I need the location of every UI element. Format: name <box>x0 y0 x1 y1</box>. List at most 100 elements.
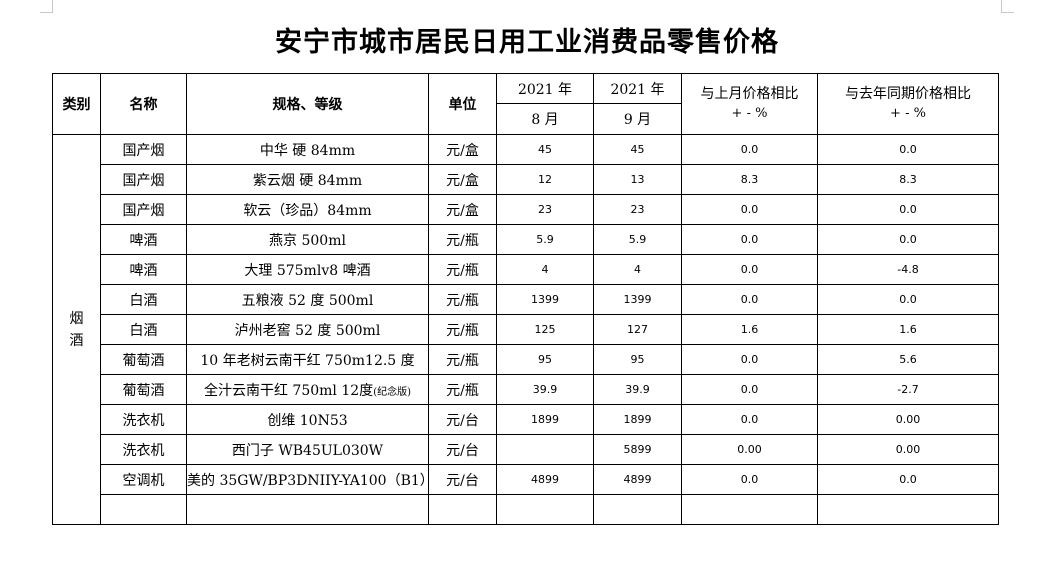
category-char-1: 烟 <box>69 310 84 327</box>
cell-aug-price: 1899 <box>496 404 594 435</box>
cell-unit: 元/台 <box>428 404 497 435</box>
cell-yoy-change: 5.6 <box>817 344 999 375</box>
cell-aug-price: 1399 <box>496 284 594 315</box>
cell-aug-price: 95 <box>496 344 594 375</box>
header-month-sep: 9 月 <box>593 103 682 135</box>
cell-yoy-change: 0.0 <box>817 134 999 165</box>
header-name: 名称 <box>100 73 187 135</box>
cell-blank <box>817 494 999 525</box>
table-row: 白酒 五粮液 52 度 500ml 元/瓶 1399 1399 0.0 0.0 <box>53 284 999 315</box>
cell-blank <box>496 494 594 525</box>
header-month-aug: 8 月 <box>496 103 594 135</box>
cell-spec: 10 年老树云南干红 750m12.5 度 <box>186 344 429 375</box>
cell-unit: 元/盒 <box>428 194 497 225</box>
cell-mom-change: 0.0 <box>681 194 818 225</box>
header-category: 类别 <box>52 73 101 135</box>
cell-mom-change: 0.0 <box>681 374 818 405</box>
cell-name: 啤酒 <box>100 254 187 285</box>
cell-unit: 元/瓶 <box>428 224 497 255</box>
table-row-blank <box>53 494 999 525</box>
table-row: 烟 酒 国产烟 中华 硬 84mm 元/盒 45 45 0.0 0.0 <box>52 134 999 525</box>
page-corner-mark-right <box>1001 0 1014 13</box>
cell-yoy-change: 0.0 <box>817 224 999 255</box>
header-spec: 规格、等级 <box>186 73 429 135</box>
cell-name: 葡萄酒 <box>100 344 187 375</box>
cell-blank <box>681 494 818 525</box>
cell-name: 啤酒 <box>100 224 187 255</box>
table-row: 国产烟 紫云烟 硬 84mm 元/盒 12 13 8.3 8.3 <box>53 164 999 195</box>
cell-name: 国产烟 <box>100 134 187 165</box>
cell-yoy-change: 0.0 <box>817 284 999 315</box>
cell-spec: 紫云烟 硬 84mm <box>186 164 429 195</box>
cell-spec: 泸州老窖 52 度 500ml <box>186 314 429 345</box>
cell-blank <box>428 494 497 525</box>
cell-name: 白酒 <box>100 314 187 345</box>
cell-sep-price: 13 <box>593 164 682 195</box>
cell-sep-price: 45 <box>593 134 682 165</box>
table-row: 洗衣机 西门子 WB45UL030W 元/台 5899 0.00 0.00 <box>53 434 999 465</box>
cell-aug-price: 4 <box>496 254 594 285</box>
table-row: 空调机 美的 35GW/BP3DNIIY-YA100（B1） 元/台 4899 … <box>53 464 999 495</box>
table-row: 洗衣机 创维 10N53 元/台 1899 1899 0.0 0.00 <box>53 404 999 435</box>
cell-name: 空调机 <box>100 464 187 495</box>
header-mom-unit: + - % <box>731 106 768 121</box>
cell-yoy-change: -2.7 <box>817 374 999 405</box>
price-table: 类别 名称 规格、等级 单位 2021 年 2021 年 与上月价格相比 + -… <box>52 73 999 525</box>
cell-spec: 大理 575mlv8 啤酒 <box>186 254 429 285</box>
header-yoy: 与去年同期价格相比 + - % <box>817 73 999 135</box>
cell-unit: 元/台 <box>428 434 497 465</box>
cell-sep-price: 1399 <box>593 284 682 315</box>
table-row: 国产烟 软云（珍品）84mm 元/盒 23 23 0.0 0.0 <box>53 194 999 225</box>
table-row: 啤酒 大理 575mlv8 啤酒 元/瓶 4 4 0.0 -4.8 <box>53 254 999 285</box>
cell-unit: 元/盒 <box>428 164 497 195</box>
cell-aug-price: 45 <box>496 134 594 165</box>
category-char-2: 酒 <box>69 332 84 349</box>
cell-yoy-change: 0.0 <box>817 194 999 225</box>
cell-spec: 西门子 WB45UL030W <box>186 434 429 465</box>
cell-sep-price: 5899 <box>593 434 682 465</box>
cell-aug-price: 4899 <box>496 464 594 495</box>
cell-mom-change: 0.0 <box>681 284 818 315</box>
table-row: 白酒 泸州老窖 52 度 500ml 元/瓶 125 127 1.6 1.6 <box>53 314 999 345</box>
cell-aug-price <box>496 434 594 465</box>
cell-blank <box>593 494 682 525</box>
cell-spec: 燕京 500ml <box>186 224 429 255</box>
cell-aug-price: 125 <box>496 314 594 345</box>
cell-spec-text: 全汁云南干红 750ml 12度 <box>203 382 374 399</box>
cell-mom-change: 0.0 <box>681 224 818 255</box>
cell-mom-change: 0.00 <box>681 434 818 465</box>
cell-mom-change: 1.6 <box>681 314 818 345</box>
cell-aug-price: 39.9 <box>496 374 594 405</box>
cell-aug-price: 23 <box>496 194 594 225</box>
cell-spec: 中华 硬 84mm <box>186 134 429 165</box>
cell-name: 洗衣机 <box>100 434 187 465</box>
cell-name: 白酒 <box>100 284 187 315</box>
cell-name: 洗衣机 <box>100 404 187 435</box>
header-year-sep: 2021 年 <box>593 73 682 104</box>
cell-spec: 五粮液 52 度 500ml <box>186 284 429 315</box>
header-unit: 单位 <box>428 73 497 135</box>
cell-blank <box>186 494 429 525</box>
cell-yoy-change: 0.00 <box>817 434 999 465</box>
category-cell: 烟 酒 <box>52 134 101 525</box>
cell-yoy-change: 1.6 <box>817 314 999 345</box>
cell-sep-price: 95 <box>593 344 682 375</box>
cell-unit: 元/盒 <box>428 134 497 165</box>
cell-name: 国产烟 <box>100 194 187 225</box>
header-year-aug: 2021 年 <box>496 73 594 104</box>
cell-sep-price: 39.9 <box>593 374 682 405</box>
header-mom: 与上月价格相比 + - % <box>681 73 818 135</box>
header-yoy-label: 与去年同期价格相比 <box>845 86 971 102</box>
table-header-row: 类别 名称 规格、等级 单位 2021 年 2021 年 与上月价格相比 + -… <box>52 73 999 135</box>
cell-unit: 元/台 <box>428 464 497 495</box>
cell-unit: 元/瓶 <box>428 374 497 405</box>
table-header-row-months: 8 月 9 月 <box>53 103 999 135</box>
cell-mom-change: 8.3 <box>681 164 818 195</box>
cell-mom-change: 0.0 <box>681 254 818 285</box>
header-yoy-unit: + - % <box>890 106 926 121</box>
table-row: 啤酒 燕京 500ml 元/瓶 5.9 5.9 0.0 0.0 <box>53 224 999 255</box>
document-title: 安宁市城市居民日用工业消费品零售价格 <box>275 27 779 58</box>
cell-spec: 美的 35GW/BP3DNIIY-YA100（B1） <box>186 464 429 495</box>
table-row: 葡萄酒 全汁云南干红 750ml 12度(纪念版) 元/瓶 39.9 39.9 … <box>53 374 999 405</box>
cell-mom-change: 0.0 <box>681 464 818 495</box>
